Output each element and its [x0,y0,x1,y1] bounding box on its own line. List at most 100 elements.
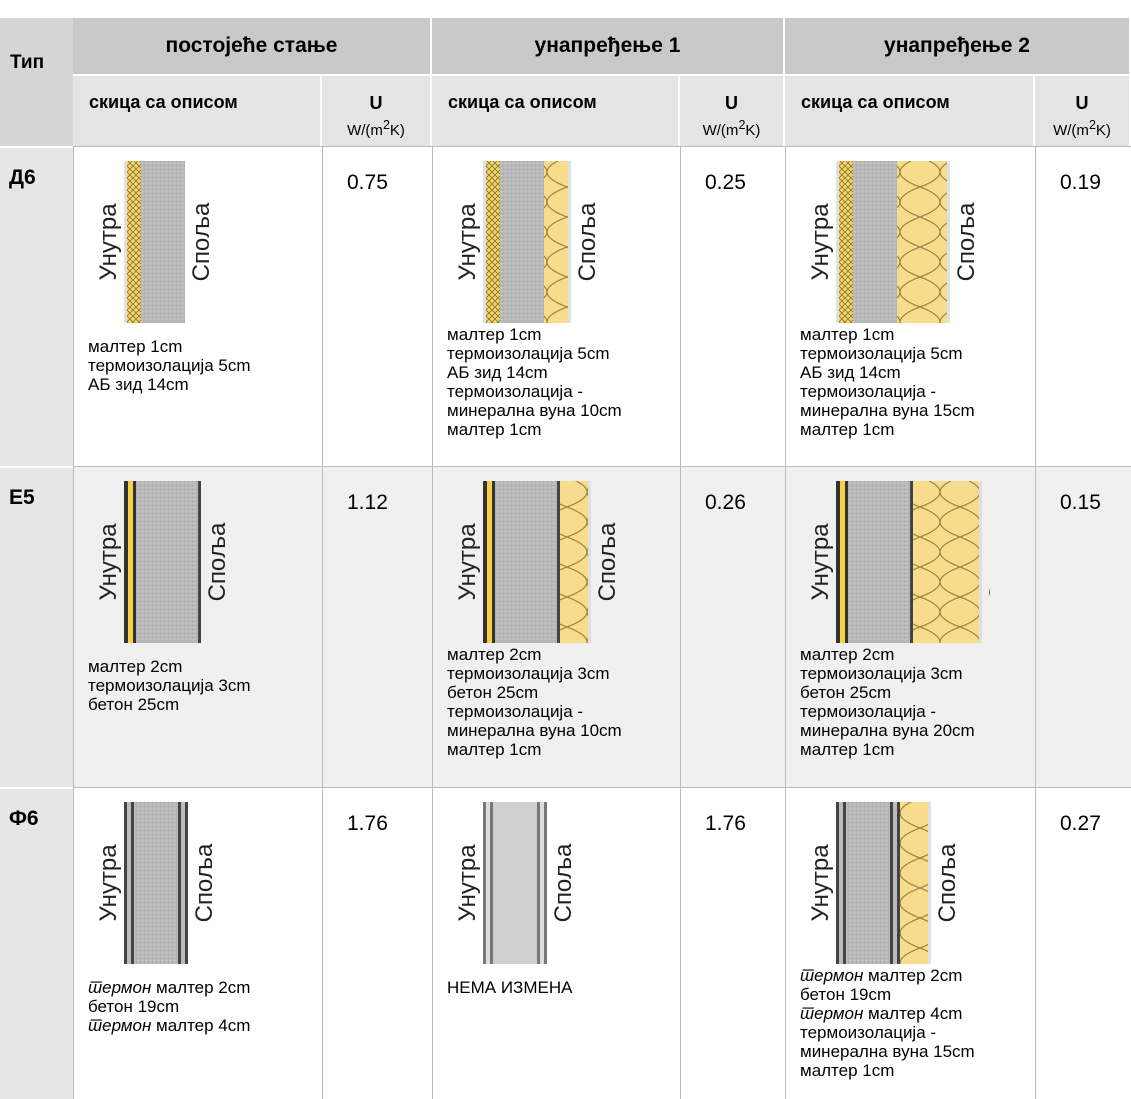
wall-layer [198,481,201,643]
description-text: термоизолација 5cm [88,356,251,375]
wall-sketch: Унутра Споља [95,481,231,643]
description-line: минерална вуна 15cm [800,401,975,420]
wall-layer [540,802,544,964]
description-line: бетон 19cm [88,997,250,1016]
description-line: термон малтер 4cm [88,1016,250,1035]
description-text: бетон 25cm [447,683,539,702]
description: малтер 2cm термоизолација 3cm бетон 25cm те… [800,645,975,759]
description-text: минерална вуна 20cm [800,721,975,740]
description-text: термоизолација 5cm [447,344,610,363]
wall-layer [928,802,931,964]
description-text: малтер 1cm [800,420,895,439]
u-value: 1.12 [322,466,432,787]
wall-layer [840,481,845,643]
description-line: минерална вуна 15cm [800,1042,975,1061]
description-line: малтер 1cm [800,740,975,759]
description: малтер 1cm термоизолација 5cm АБ зид 14cm [88,337,251,394]
inside-label: Унутра [95,523,122,601]
wall-layer [136,481,198,643]
u-header: U W/(m2K) [322,74,432,146]
u-unit-after: K) [745,122,761,139]
outside-label: Споља [188,202,215,281]
description: малтер 2cm термоизолација 3cm бетон 25cm те… [447,645,622,759]
type-header: Тип [0,18,73,146]
description-line: термоизолација - [800,1023,975,1042]
wall-layer [486,161,500,323]
wall-layer [947,161,950,323]
description-line: малтер 1cm [447,740,622,759]
wall-layer [124,802,127,964]
description-line: малтер 1cm [800,1061,975,1080]
description-text: бетон 19cm [88,997,180,1016]
description-line: термоизолација - [447,382,622,401]
description: малтер 2cm термоизолација 3cm бетон 25cm [88,657,251,714]
u-label: U [725,93,738,113]
wall-sketch: Унутра Споља [454,481,621,643]
description-text: малтер 1cm [800,1061,895,1080]
u-unit: W/(m2K) [680,114,783,142]
wall-layer [836,481,840,643]
sketch-cell: Унутра Споља малтер 2cm термоизолација 3cm б… [785,466,1035,787]
description-line: АБ зид 14cm [800,363,975,382]
wall-layer [839,802,843,964]
wall-layer [848,481,910,643]
description-text: малтер 1cm [447,420,542,439]
row-type: Д6 [0,146,73,466]
wall-layer [979,481,982,643]
wall-layer [134,802,178,964]
wall-layer [492,481,495,643]
wall-layer [897,802,900,964]
wall-layer [483,802,486,964]
description-text: малтер 2cm [151,978,251,997]
description-line: малтер 2cm [88,657,251,676]
wall-sketch: Унутра Споља [95,802,218,964]
group-header: унапређење 1 [432,18,785,74]
u-value: 0.25 [680,146,785,466]
description-line: бетон 25cm [800,683,975,702]
description-text: минерална вуна 15cm [800,401,975,420]
description-line: термоизолација 3cm [800,664,975,683]
wall-layer [843,802,846,964]
description-line: термоизолација - [800,702,975,721]
wall-layer [544,802,547,964]
wall-layer [897,161,947,323]
inside-label: Унутра [95,203,122,281]
description-line: малтер 1cm [800,325,975,344]
sketch-cell: Унутра Споља НЕМА ИЗМЕНА [432,787,680,1099]
wall-sketch: Унутра Споља [95,161,215,323]
u-value: 0.75 [322,146,432,466]
u-unit-before: W/(m [702,122,739,139]
sketch-header: скица са описом [432,74,680,146]
outside-label: Споља [204,522,231,601]
description-text: термоизолација 3cm [447,664,610,683]
inside-label: Унутра [454,844,481,922]
description-em: термон [88,1016,152,1035]
description-line: минерална вуна 10cm [447,401,622,420]
wall-layer [910,481,913,643]
wall-layer [185,802,188,964]
wall-sketch: Унутра Споља [807,161,980,323]
description-text: термоизолација - [447,702,584,721]
inside-label: Унутра [95,844,122,922]
description-line: малтер 1cm [447,420,622,439]
u-value: 0.26 [680,466,785,787]
description-text: НЕМА ИЗМЕНА [447,978,573,997]
u-unit-after: K) [1095,122,1111,139]
u-unit-before: W/(m [1053,122,1089,139]
description-line: малтер 1cm [88,337,251,356]
wall-layer [913,481,979,643]
wall-layer [181,802,185,964]
description-line: АБ зид 14cm [88,375,251,394]
description: термон малтер 2cm бетон 19cm термон малтер… [88,978,250,1035]
description-text: термоизолација - [800,382,937,401]
description-text: малтер 1cm [88,337,183,356]
wall-layer [178,802,181,964]
wall-layer [500,161,544,323]
outside-label: Споља [934,843,961,922]
u-unit-before: W/(m [347,122,383,139]
description-text: малтер 4cm [151,1016,251,1035]
wall-layer [537,802,540,964]
wall-layer [124,161,127,323]
description-line: термоизолација - [800,382,975,401]
